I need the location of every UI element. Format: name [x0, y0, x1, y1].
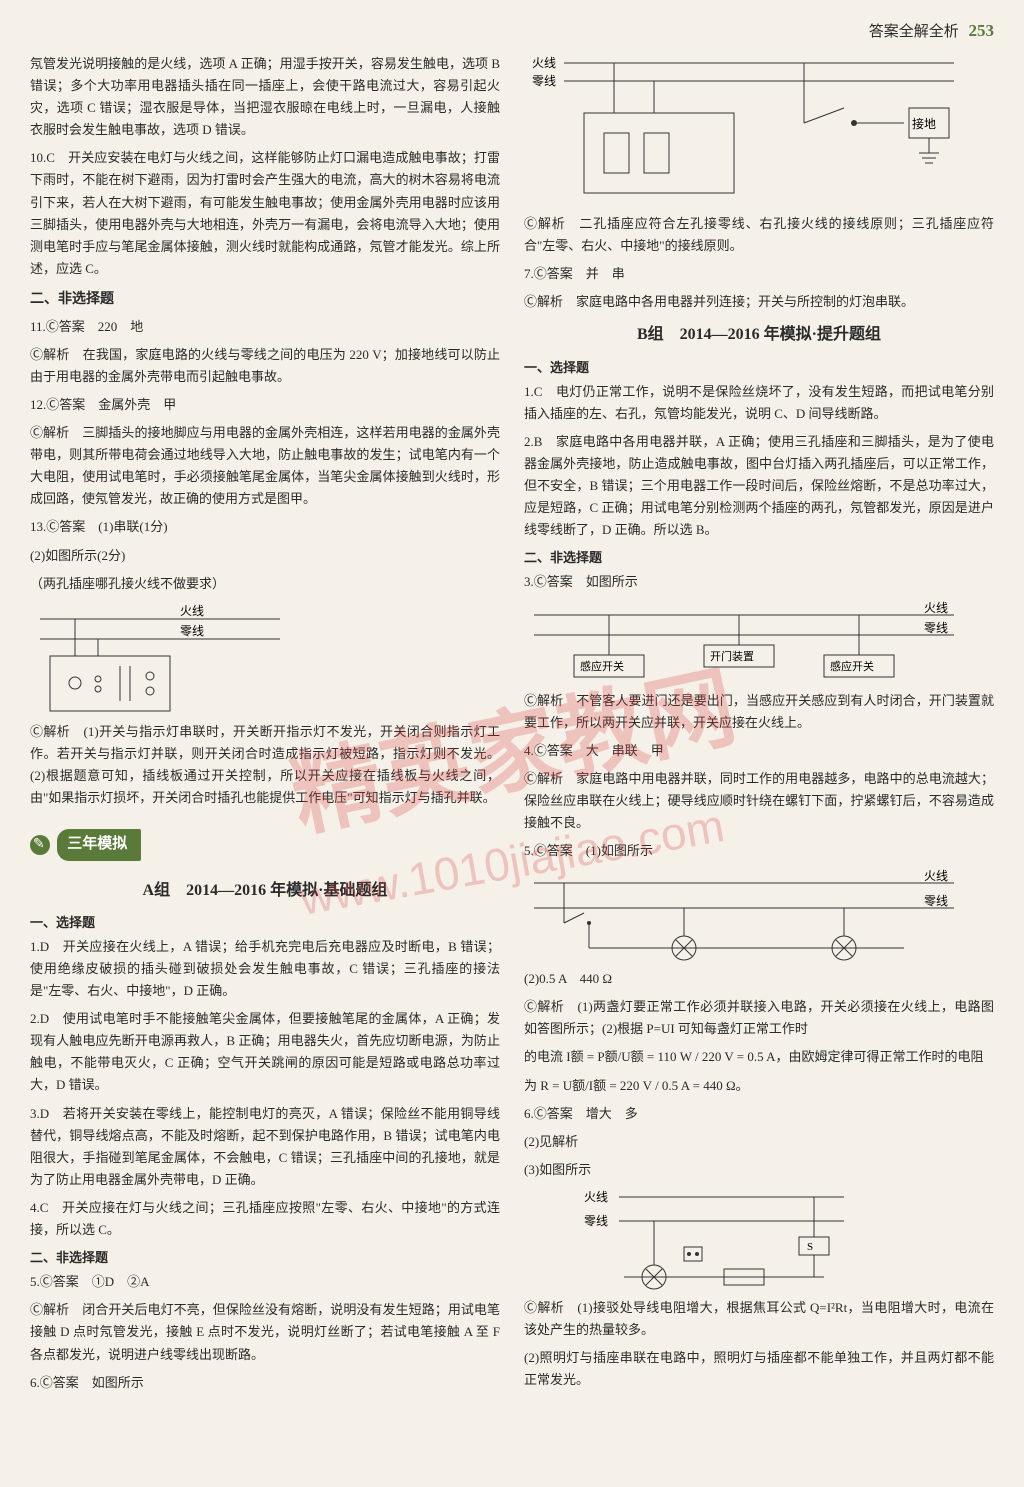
a4: 4.C 开关应接在灯与火线之间；三孔插座应按照"左零、右火、中接地"的方式连接，… [30, 1197, 500, 1241]
circuit-svg-3: 火线 零线 感应开关 开门装置 感应开关 [524, 600, 964, 690]
left-column: 氖管发光说明接触的是火线，选项 A 正确；用湿手按开关，容易发生触电，选项 B … [30, 53, 500, 1400]
a3: 3.D 若将开关安装在零线上，能控制电灯的亮灭，A 错误；保险丝不能用铜导线替代… [30, 1103, 500, 1191]
diagram-r-top: 火线 零线 接地 [524, 53, 994, 213]
r7b: Ⓒ解析 家庭电路中各用电器并列连接；开关与所控制的灯泡串联。 [524, 291, 994, 313]
fire-label-4: 火线 [924, 869, 948, 883]
header-title: 答案全解全析 [869, 24, 959, 40]
a2: 2.D 使用试电笔时手不能接触笔尖金属体，但要接触笔尾的金属体，A 正确；发现有… [30, 1008, 500, 1096]
q11-exp: Ⓒ解析 在我国，家庭电路的火线与零线之间的电压为 220 V；加接地线可以防止由… [30, 344, 500, 388]
badge-text: 三年模拟 [57, 829, 141, 861]
q10: 10.C 开关应安装在电灯与火线之间，这样能够防止灯口漏电造成触电事故；打雷下雨… [30, 147, 500, 280]
content-columns: 氖管发光说明接触的是火线，选项 A 正确；用湿手按开关，容易发生触电，选项 B … [30, 53, 994, 1400]
zero-label-3: 零线 [924, 621, 948, 635]
q13-note: （两孔插座哪孔接火线不做要求） [30, 573, 500, 595]
q13-ans1: 13.Ⓒ答案 (1)串联(1分) [30, 516, 500, 538]
page-header: 答案全解全析 253 [30, 20, 994, 41]
zero-label-4: 零线 [924, 894, 948, 908]
switch-s: S [807, 1241, 813, 1253]
non-choice-heading-a: 二、非选择题 [30, 1247, 500, 1269]
right-column: 火线 零线 接地 Ⓒ解析 二孔插座应符合左孔接 [524, 53, 994, 1400]
pencil-icon [30, 835, 50, 855]
group-a-title: A组 2014—2016 年模拟·基础题组 [30, 877, 500, 904]
q11-ans: 11.Ⓒ答案 220 地 [30, 316, 500, 338]
b6e: (2)照明灯与插座串联在电路中，照明灯与插座都不能单独工作，并且两灯都不能正常发… [524, 1347, 994, 1391]
b5b: (2)0.5 A 440 Ω [524, 968, 994, 990]
b6a: 6.Ⓒ答案 增大 多 [524, 1103, 994, 1125]
fire-label: 火线 [180, 604, 204, 618]
q12-exp: Ⓒ解析 三脚插头的接地脚应与用电器的金属外壳相连，这样若用电器的金属外壳带电，则… [30, 422, 500, 510]
para-intro: 氖管发光说明接触的是火线，选项 A 正确；用湿手按开关，容易发生触电，选项 B … [30, 53, 500, 141]
a5a: 5.Ⓒ答案 ①D ②A [30, 1271, 500, 1293]
b4b: Ⓒ解析 家庭电路中用电器并联，同时工作的用电器越多，电路中的总电流越大；保险丝应… [524, 768, 994, 834]
b5a: 5.Ⓒ答案 (1)如图所示 [524, 840, 994, 862]
non-choice-heading-b: 二、非选择题 [524, 547, 994, 569]
zero-label-5: 零线 [584, 1214, 608, 1228]
b5e: 为 R = U额/I额 = 220 V / 0.5 A = 440 Ω。 [524, 1075, 994, 1097]
sensor-sw-1: 感应开关 [580, 659, 624, 673]
b2: 2.B 家庭电路中各用电器并联，A 正确；使用三孔插座和三脚插头，是为了使电器金… [524, 431, 994, 541]
diagram-b3: 火线 零线 感应开关 开门装置 感应开关 [524, 600, 994, 690]
circuit-svg-2: 火线 零线 接地 [524, 53, 964, 213]
three-year-badge: 三年模拟 [30, 815, 500, 869]
b5c: Ⓒ解析 (1)两盏灯要正常工作必须并联接入电路，开关必须接在火线上，电路图如答图… [524, 996, 994, 1040]
b6d: Ⓒ解析 (1)接驳处导线电阻增大，根据焦耳公式 Q=I²Rt，当电阻增大时，电流… [524, 1297, 994, 1341]
fire-label-5: 火线 [584, 1190, 608, 1204]
diagram-q13: 火线 零线 [30, 601, 500, 721]
r7a: 7.Ⓒ答案 并 串 [524, 263, 994, 285]
a1: 1.D 开关应接在火线上，A 错误；给手机充完电后充电器应及时断电，B 错误；使… [30, 936, 500, 1002]
q13-ans2: (2)如图所示(2分) [30, 545, 500, 567]
choice-heading-a: 一、选择题 [30, 912, 500, 934]
section-non-choice: 二、非选择题 [30, 288, 500, 312]
b4a: 4.Ⓒ答案 大 串联 甲 [524, 740, 994, 762]
b5d: 的电流 I额 = P额/U额 = 110 W / 220 V = 0.5 A，由… [524, 1046, 994, 1068]
choice-heading-b: 一、选择题 [524, 357, 994, 379]
diagram-b6: 火线 零线 S [524, 1187, 994, 1297]
b3b: Ⓒ解析 不管客人要进门还是要出门，当感应开关感应到有人时闭合，开门装置就要工作，… [524, 690, 994, 734]
zero-label-2: 零线 [532, 74, 556, 88]
gate-device: 开门装置 [710, 649, 754, 663]
q12-ans: 12.Ⓒ答案 金属外壳 甲 [30, 394, 500, 416]
circuit-svg-5: 火线 零线 S [524, 1187, 864, 1297]
q13-exp: Ⓒ解析 (1)开关与指示灯串联时，开关断开指示灯不发光，开关闭合则指示灯工作。若… [30, 721, 500, 809]
b6c: (3)如图所示 [524, 1159, 994, 1181]
fire-label-3: 火线 [924, 601, 948, 615]
sensor-sw-2: 感应开关 [830, 659, 874, 673]
circuit-svg-1: 火线 零线 [30, 601, 290, 721]
group-b-title: B组 2014—2016 年模拟·提升题组 [524, 321, 994, 348]
b6b: (2)见解析 [524, 1131, 994, 1153]
circuit-svg-4: 火线 零线 [524, 868, 964, 968]
zero-label: 零线 [180, 624, 204, 638]
page-number: 253 [969, 21, 995, 40]
b3a: 3.Ⓒ答案 如图所示 [524, 571, 994, 593]
fire-label-2: 火线 [532, 56, 556, 70]
a6: 6.Ⓒ答案 如图所示 [30, 1372, 500, 1394]
a5b: Ⓒ解析 闭合开关后电灯不亮，但保险丝没有熔断，说明没有发生短路；用试电笔接触 D… [30, 1299, 500, 1365]
diagram-b5: 火线 零线 [524, 868, 994, 968]
r6b: Ⓒ解析 二孔插座应符合左孔接零线、右孔接火线的接线原则；三孔插座应符合"左零、右… [524, 213, 994, 257]
ground-label: 接地 [912, 116, 936, 131]
b1: 1.C 电灯仍正常工作，说明不是保险丝烧坏了，没有发生短路，而把试电笔分别插入插… [524, 381, 994, 425]
